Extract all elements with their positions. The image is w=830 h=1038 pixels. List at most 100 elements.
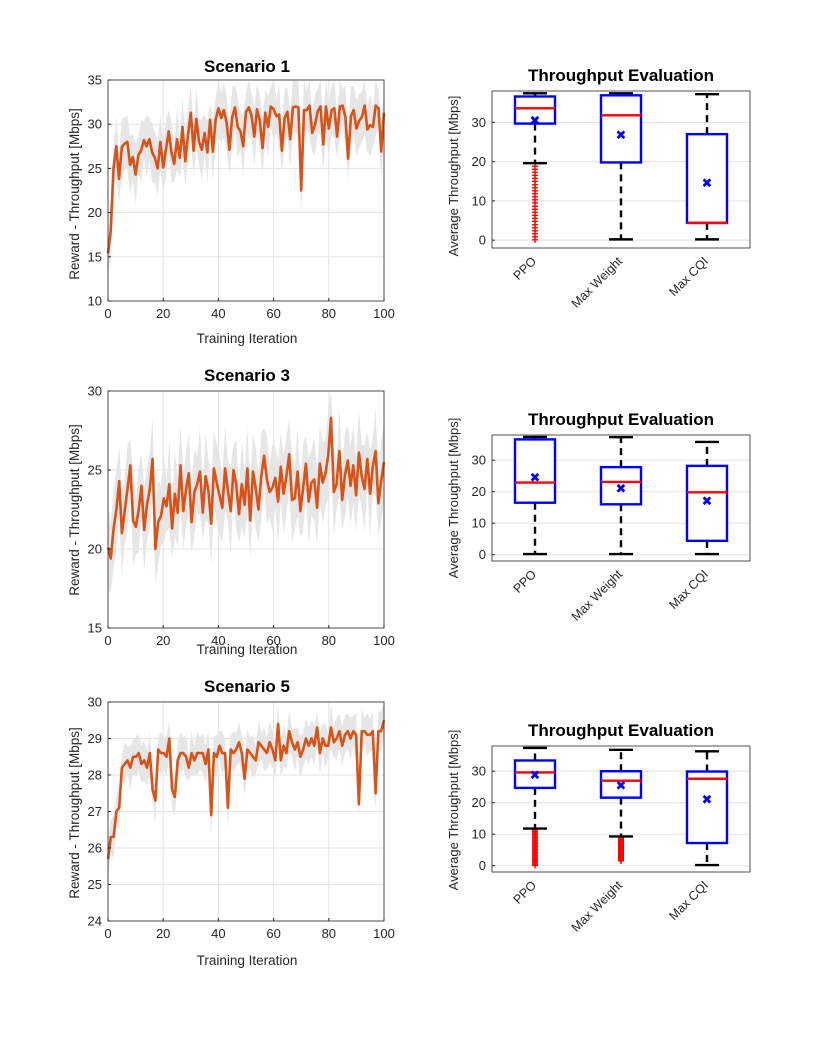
- x-tick-label: 20: [156, 306, 170, 321]
- outlier-marker: +: [531, 159, 538, 173]
- x-tick-label: 100: [373, 306, 395, 321]
- y-axis-label: Average Throughput [Mbps]: [446, 96, 461, 257]
- outlier-marker: +: [617, 852, 624, 866]
- y-tick-label: 25: [88, 161, 102, 176]
- outlier-marker: +: [531, 224, 538, 238]
- outlier-marker: +: [531, 227, 538, 241]
- x-tick-label: 60: [266, 633, 280, 648]
- y-tick-label: 25: [88, 463, 102, 478]
- box: [599, 465, 643, 506]
- outlier-marker: +: [531, 851, 538, 865]
- chart-title: Throughput Evaluation: [528, 66, 714, 85]
- outlier-marker: +: [531, 205, 538, 219]
- x-tick-label: 80: [322, 633, 336, 648]
- y-tick-label: 27: [88, 804, 102, 819]
- x-tick-label: 80: [322, 926, 336, 941]
- y-tick-label: 20: [472, 795, 486, 810]
- x-tick-label: 40: [211, 633, 225, 648]
- category-label: Max CQI: [666, 878, 711, 923]
- outlier-marker: +: [531, 835, 538, 849]
- y-tick-label: 20: [472, 154, 486, 169]
- outlier-marker: +: [617, 834, 624, 848]
- chart-title: Scenario 1: [204, 57, 290, 76]
- panel-scenario-3: Scenario 3 Reward - Throughput [Mbps] Tr…: [67, 366, 395, 657]
- outlier-marker: +: [531, 857, 538, 871]
- outlier-marker: +: [617, 842, 624, 856]
- outlier-marker: +: [531, 218, 538, 232]
- x-tick-label: 100: [373, 926, 395, 941]
- outlier-marker: +: [531, 827, 538, 841]
- panel-scenario-5: Scenario 5 Reward - Throughput [Mbps] Tr…: [67, 677, 395, 968]
- outlier-marker: +: [531, 199, 538, 213]
- outlier-marker: +: [531, 212, 538, 226]
- x-tick-label: 60: [266, 306, 280, 321]
- outlier-marker: +: [617, 839, 624, 853]
- x-axis-label: Training Iteration: [197, 331, 298, 346]
- outlier-marker: +: [531, 233, 538, 247]
- axes-box: [491, 90, 751, 249]
- x-tick-label: 0: [104, 926, 111, 941]
- category-label: PPO: [511, 254, 540, 283]
- series-line: [106, 416, 386, 560]
- outlier-marker: +: [531, 848, 538, 862]
- outlier-marker: +: [531, 196, 538, 210]
- panel-scenario-1: Scenario 1 Reward - Throughput [Mbps] Tr…: [67, 57, 395, 346]
- x-tick-label: 20: [156, 926, 170, 941]
- outlier-marker: +: [617, 853, 624, 867]
- axes-box: [107, 79, 385, 302]
- outlier-marker: +: [617, 833, 624, 847]
- outlier-marker: +: [531, 833, 538, 847]
- chart-title: Scenario 5: [204, 677, 290, 696]
- x-tick-label: 20: [156, 633, 170, 648]
- outlier-marker: +: [531, 842, 538, 856]
- category-label: PPO: [511, 567, 540, 596]
- box: [513, 759, 557, 790]
- outlier-marker: +: [531, 823, 538, 837]
- y-tick-label: 15: [88, 249, 102, 264]
- y-tick-label: 30: [88, 695, 102, 710]
- outlier-marker: +: [531, 847, 538, 861]
- outlier-marker: +: [617, 838, 624, 852]
- y-tick-label: 0: [479, 547, 486, 562]
- category-label: Max Weight: [569, 254, 626, 311]
- outlier-marker: +: [531, 187, 538, 201]
- outlier-marker: +: [531, 829, 538, 843]
- outlier-marker: +: [531, 221, 538, 235]
- y-axis-label: Average Throughput [Mbps]: [446, 418, 461, 579]
- panel-throughput-evaluation-3: Throughput Evaluation Average Throughput…: [446, 410, 751, 624]
- outlier-marker: +: [531, 859, 538, 873]
- outlier-marker: +: [617, 848, 624, 862]
- x-tick-label: 80: [322, 306, 336, 321]
- outlier-marker: +: [531, 845, 538, 859]
- axes-box: [491, 745, 751, 873]
- outlier-marker: +: [531, 215, 538, 229]
- y-tick-label: 30: [472, 764, 486, 779]
- x-tick-label: 60: [266, 926, 280, 941]
- y-tick-label: 25: [88, 877, 102, 892]
- y-tick-label: 35: [88, 73, 102, 88]
- mean-marker: ✖: [702, 494, 713, 509]
- outlier-marker: +: [617, 846, 624, 860]
- category-label: Max Weight: [569, 567, 626, 624]
- y-tick-label: 30: [88, 384, 102, 399]
- mean-marker: ✖: [530, 767, 541, 782]
- box: [599, 770, 643, 799]
- outlier-marker: +: [531, 830, 538, 844]
- outlier-marker: +: [531, 209, 538, 223]
- category-label: Max CQI: [666, 567, 711, 612]
- outlier-marker: +: [531, 856, 538, 870]
- mean-marker: ✖: [702, 176, 713, 191]
- outlier-marker: +: [531, 230, 538, 244]
- y-tick-label: 0: [479, 233, 486, 248]
- category-label: Max Weight: [569, 878, 626, 935]
- x-tick-label: 100: [373, 633, 395, 648]
- outlier-marker: +: [531, 832, 538, 846]
- box: [685, 464, 729, 543]
- outlier-marker: +: [531, 838, 538, 852]
- y-tick-label: 28: [88, 768, 102, 783]
- category-label: Max CQI: [666, 254, 711, 299]
- outlier-marker: +: [617, 835, 624, 849]
- outlier-marker: +: [617, 841, 624, 855]
- outlier-marker: +: [617, 840, 624, 854]
